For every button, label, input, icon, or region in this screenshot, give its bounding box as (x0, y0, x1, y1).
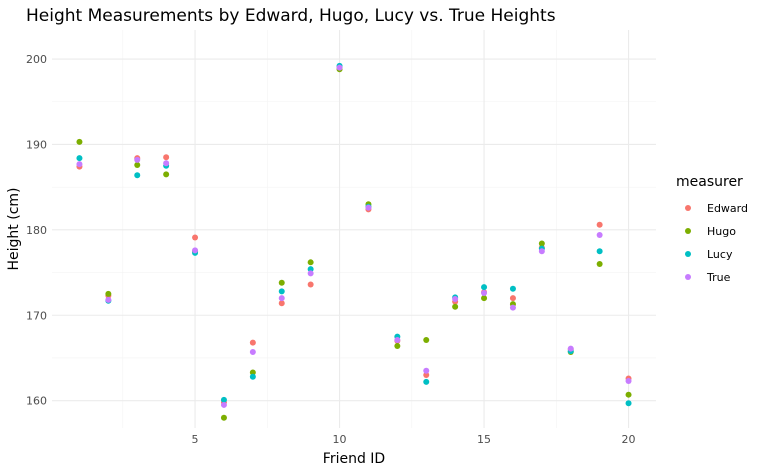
data-point-edward (278, 300, 285, 307)
x-tick-label: 5 (192, 433, 199, 446)
data-point-true (596, 231, 603, 238)
data-point-true (220, 401, 227, 408)
data-point-true (105, 296, 112, 303)
legend-title: measurer (676, 174, 743, 190)
x-axis-ticks: 5 10 15 20 (192, 433, 636, 446)
x-tick-label: 20 (622, 433, 636, 446)
data-point-hugo (220, 414, 227, 421)
data-point-lucy (278, 288, 285, 295)
data-point-hugo (307, 259, 314, 266)
data-point-true (452, 296, 459, 303)
data-point-lucy (481, 284, 488, 291)
data-point-lucy (509, 285, 516, 292)
data-point-hugo (76, 138, 83, 145)
data-point-lucy (596, 248, 603, 255)
data-point-true (307, 270, 314, 277)
data-point-true (336, 64, 343, 71)
data-point-true (134, 156, 141, 163)
y-tick-label: 180 (26, 224, 47, 237)
legend: measurer Edward Hugo Lucy True (676, 174, 748, 284)
data-point-hugo (481, 295, 488, 302)
legend-label-edward: Edward (707, 202, 748, 215)
data-point-hugo (278, 279, 285, 286)
data-point-hugo (394, 343, 401, 350)
y-tick-label: 190 (26, 138, 47, 151)
data-point-true (394, 337, 401, 344)
legend-key-lucy (685, 251, 691, 257)
y-axis-title: Height (cm) (6, 188, 22, 271)
legend-label-true: True (706, 271, 731, 284)
data-point-true (423, 367, 430, 374)
data-point-lucy (307, 266, 314, 273)
data-point-lucy (134, 172, 141, 179)
y-tick-label: 160 (26, 395, 47, 408)
data-point-edward (249, 339, 256, 346)
data-point-true (509, 304, 516, 311)
data-point-true (567, 345, 574, 352)
plot-panel (52, 30, 656, 428)
x-tick-label: 10 (333, 433, 347, 446)
legend-key-edward (685, 205, 691, 211)
data-point-lucy (423, 378, 430, 385)
x-axis-title: Friend ID (323, 451, 385, 467)
legend-label-hugo: Hugo (707, 225, 736, 238)
data-point-hugo (163, 171, 170, 178)
data-point-edward (307, 281, 314, 288)
data-point-edward (423, 372, 430, 379)
data-point-true (163, 160, 170, 167)
data-point-lucy (625, 400, 632, 407)
data-point-hugo (249, 369, 256, 376)
data-point-hugo (423, 337, 430, 344)
legend-key-hugo (685, 228, 691, 234)
data-point-hugo (452, 303, 459, 310)
data-point-true (278, 295, 285, 302)
legend-label-lucy: Lucy (707, 248, 733, 261)
data-point-hugo (105, 290, 112, 297)
data-point-edward (509, 295, 516, 302)
y-tick-label: 170 (26, 309, 47, 322)
data-point-hugo (538, 240, 545, 247)
series-true (76, 64, 632, 408)
y-tick-label: 200 (26, 53, 47, 66)
data-point-hugo (134, 161, 141, 168)
data-point-true (625, 378, 632, 385)
data-point-true (249, 348, 256, 355)
x-tick-label: 15 (477, 433, 491, 446)
data-point-hugo (596, 261, 603, 268)
data-point-true (192, 247, 199, 254)
data-point-true (76, 161, 83, 168)
data-point-lucy (76, 155, 83, 162)
data-points (76, 62, 632, 421)
data-point-edward (163, 154, 170, 161)
data-point-true (481, 290, 488, 297)
data-point-lucy (249, 373, 256, 380)
y-axis-ticks: 160 170 180 190 200 (26, 53, 47, 408)
chart-title: Height Measurements by Edward, Hugo, Luc… (26, 6, 556, 26)
data-point-edward (192, 234, 199, 241)
data-point-edward (596, 221, 603, 228)
legend-key-true (685, 274, 691, 280)
data-point-true (365, 204, 372, 211)
data-point-hugo (625, 391, 632, 398)
data-point-lucy (220, 396, 227, 403)
grid (52, 30, 656, 428)
data-point-true (538, 248, 545, 255)
